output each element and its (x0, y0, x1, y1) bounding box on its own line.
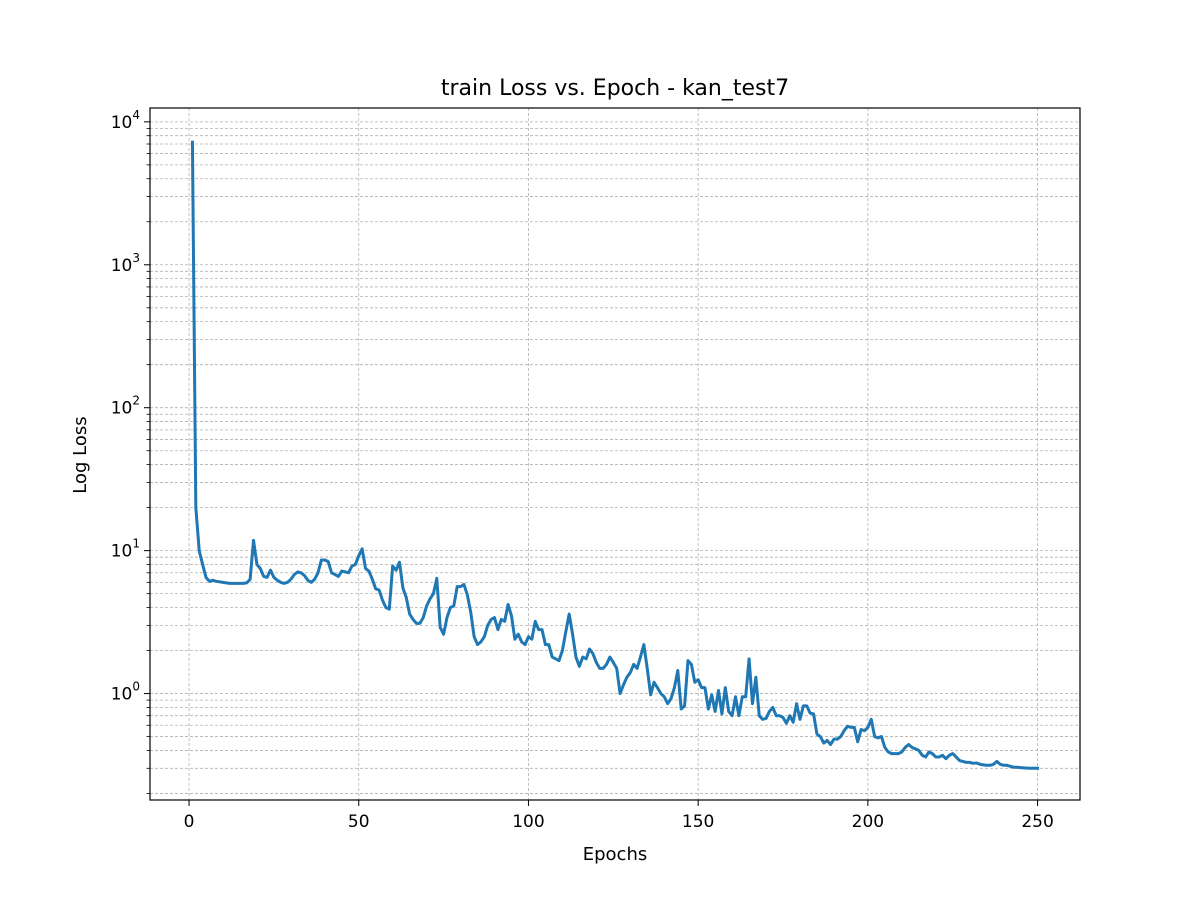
x-tick-label-0: 0 (184, 812, 195, 832)
x-tick-label-250: 250 (1021, 812, 1053, 832)
y-tick-label-1: 101 (111, 537, 140, 562)
x-axis-label: Epochs (583, 844, 648, 865)
y-tick-label-3: 103 (111, 251, 140, 276)
x-tick-label-200: 200 (852, 812, 884, 832)
grid-lines (150, 108, 1080, 800)
axes-frame (149, 107, 1081, 801)
y-tick-label-4: 104 (111, 108, 140, 133)
series-line-0 (190, 140, 1040, 770)
x-tick-label-50: 50 (348, 812, 370, 832)
chart-title: train Loss vs. Epoch - kan_test7 (441, 76, 789, 101)
y-axis-label: Log Loss (70, 416, 91, 493)
y-tick-label-0: 100 (111, 680, 140, 705)
x-tick-label-100: 100 (512, 812, 544, 832)
tick-labels: 0 50 100 150 200 250 100 101 102 103 104 (111, 108, 1054, 832)
series-group (190, 140, 1040, 770)
y-tick-label-2: 102 (111, 394, 140, 419)
x-tick-label-150: 150 (682, 812, 714, 832)
